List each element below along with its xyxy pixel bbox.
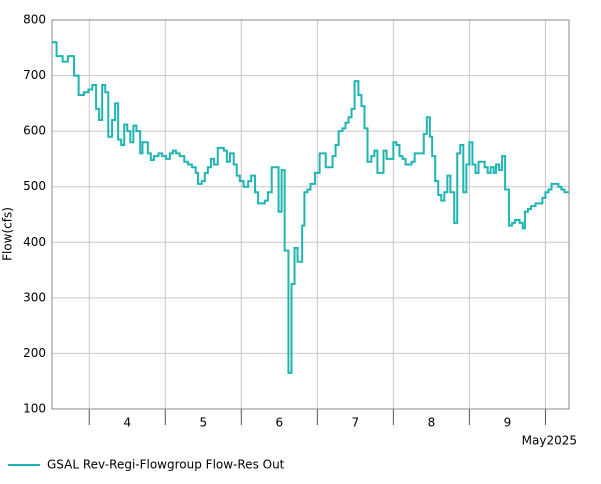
legend-label: GSAL Rev-Regi-Flowgroup Flow-Res Out bbox=[47, 458, 285, 472]
x-axis-label: May2025 bbox=[522, 434, 577, 448]
series-line bbox=[52, 41, 569, 374]
y-tick-label: 300 bbox=[23, 290, 46, 304]
y-tick-label: 700 bbox=[23, 68, 46, 82]
x-tick-label: 5 bbox=[199, 416, 207, 430]
x-tick-label: 7 bbox=[352, 416, 360, 430]
x-tick-label: 9 bbox=[504, 416, 512, 430]
y-tick-label: 800 bbox=[23, 13, 46, 27]
y-tick-label: 500 bbox=[23, 179, 46, 193]
y-tick-label: 100 bbox=[23, 402, 46, 416]
y-tick-label: 600 bbox=[23, 124, 46, 138]
x-tick-label: 6 bbox=[276, 416, 284, 430]
plot-border bbox=[51, 19, 570, 410]
y-tick-label: 400 bbox=[23, 235, 46, 249]
y-axis-label: Flow(cfs) bbox=[1, 207, 15, 261]
x-tick-label: 4 bbox=[123, 416, 131, 430]
x-tick-label: 8 bbox=[428, 416, 436, 430]
y-tick-label: 200 bbox=[23, 346, 46, 360]
